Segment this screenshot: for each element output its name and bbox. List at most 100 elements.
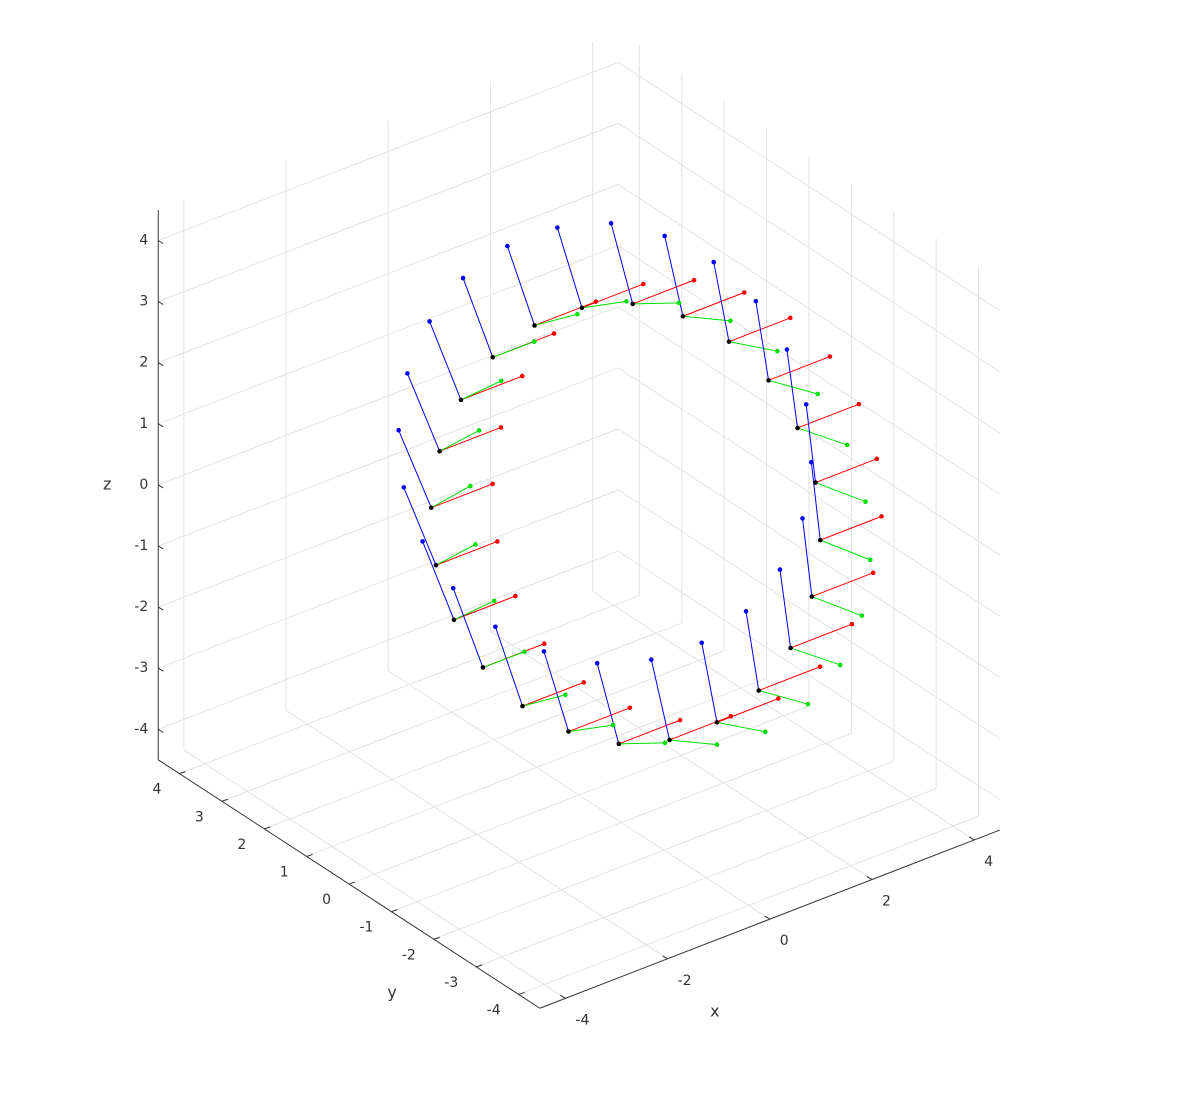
z-tick bbox=[157, 240, 164, 244]
axis-tip bbox=[827, 354, 833, 359]
frame-axis bbox=[534, 301, 597, 326]
z-tick bbox=[157, 484, 164, 489]
axis-tip bbox=[593, 299, 599, 304]
x-tick-label: -2 bbox=[678, 973, 692, 989]
axis-tip bbox=[505, 243, 510, 249]
y-tick bbox=[433, 936, 441, 940]
z-tick-label: 0 bbox=[139, 477, 148, 493]
axis-tip bbox=[809, 459, 814, 465]
frame-axis bbox=[669, 715, 732, 741]
axis-tip bbox=[874, 456, 880, 462]
frame-axis bbox=[758, 690, 809, 705]
frame-axis bbox=[682, 315, 731, 322]
x-tick bbox=[662, 955, 668, 960]
axis-tip bbox=[775, 348, 780, 354]
frame-axis bbox=[522, 681, 585, 707]
axis-tip bbox=[563, 692, 568, 698]
y-tick-label: 4 bbox=[153, 782, 162, 798]
axis-tip bbox=[498, 378, 504, 384]
axis-tip bbox=[803, 402, 809, 407]
frame-origin bbox=[809, 594, 815, 599]
axis-tip bbox=[649, 657, 654, 662]
frame-axis bbox=[716, 721, 766, 733]
x-tick-label: 2 bbox=[882, 894, 891, 910]
frame-axis bbox=[568, 724, 614, 733]
frame-axis bbox=[482, 651, 525, 668]
grid-line bbox=[158, 245, 619, 425]
axis-tip bbox=[728, 318, 733, 324]
axis-tip bbox=[627, 705, 633, 711]
grid-line bbox=[158, 306, 619, 486]
axis-tip bbox=[837, 662, 843, 668]
x-tick-label: 4 bbox=[984, 854, 993, 870]
y-tick-label: -3 bbox=[444, 975, 458, 991]
grid-line bbox=[617, 184, 1001, 434]
grid-line bbox=[617, 489, 1001, 739]
frame-axis bbox=[797, 427, 848, 446]
y-tick bbox=[348, 881, 356, 885]
axis-tip bbox=[763, 729, 768, 735]
axis-tip bbox=[867, 557, 873, 563]
frame-axis bbox=[568, 707, 631, 733]
axis-tip bbox=[493, 624, 498, 630]
frame-origin bbox=[667, 737, 672, 743]
axis-tip bbox=[551, 331, 557, 336]
frame-origin bbox=[726, 339, 732, 344]
frame-axis bbox=[506, 245, 535, 326]
z-tick bbox=[157, 606, 164, 611]
grid-line bbox=[158, 184, 619, 364]
axis-tip bbox=[491, 598, 497, 604]
z-tick bbox=[157, 423, 164, 428]
axis-tip bbox=[815, 391, 821, 397]
frame-axis bbox=[811, 572, 874, 598]
y-tick bbox=[306, 853, 313, 857]
frame-axis bbox=[435, 540, 498, 566]
axis-tip bbox=[711, 259, 717, 265]
frame-axis bbox=[650, 659, 671, 741]
axis-tip bbox=[870, 570, 876, 576]
frame-origin bbox=[532, 323, 537, 328]
y-tick bbox=[476, 964, 483, 968]
frame-axis bbox=[815, 458, 878, 484]
axis-tip bbox=[420, 539, 425, 544]
frame-axis bbox=[398, 430, 432, 508]
frame-axis bbox=[728, 317, 791, 343]
axis-tip bbox=[519, 373, 525, 379]
frame-axis bbox=[556, 227, 583, 308]
grid-line bbox=[518, 815, 979, 995]
frame-axis bbox=[815, 482, 866, 503]
axis-tip bbox=[476, 428, 482, 433]
frame-origin bbox=[437, 448, 442, 454]
axis-tip bbox=[575, 311, 580, 317]
frame-origin bbox=[680, 313, 686, 319]
grid-line bbox=[617, 550, 1001, 800]
axis-tip bbox=[788, 315, 793, 321]
axis-tip bbox=[856, 401, 862, 407]
axis-tip bbox=[581, 680, 587, 685]
y-tick-label: 2 bbox=[237, 837, 246, 853]
grid-line bbox=[158, 122, 619, 303]
frame-origin bbox=[817, 537, 823, 543]
y-tick-label: -2 bbox=[402, 947, 416, 963]
frame-axis bbox=[618, 742, 666, 745]
axis-tip bbox=[401, 485, 407, 490]
frame-origin bbox=[795, 425, 800, 431]
grid-line bbox=[158, 428, 619, 608]
frame-axis bbox=[460, 380, 502, 401]
frame-origin bbox=[433, 562, 439, 568]
axis-tip bbox=[662, 233, 668, 239]
frame-axis bbox=[779, 569, 792, 649]
grid-line bbox=[617, 245, 1001, 495]
axis-tip bbox=[859, 613, 865, 619]
frame-origin bbox=[520, 703, 525, 709]
x-tick-label: 0 bbox=[780, 933, 789, 949]
frame-origin bbox=[788, 645, 793, 651]
frame-axis bbox=[682, 292, 745, 317]
frame-axis bbox=[439, 426, 502, 452]
frame-axis bbox=[492, 341, 535, 358]
frame-axis bbox=[429, 321, 462, 401]
z-tick bbox=[157, 301, 164, 306]
grid-line bbox=[617, 122, 1001, 373]
grid-line bbox=[158, 367, 619, 547]
